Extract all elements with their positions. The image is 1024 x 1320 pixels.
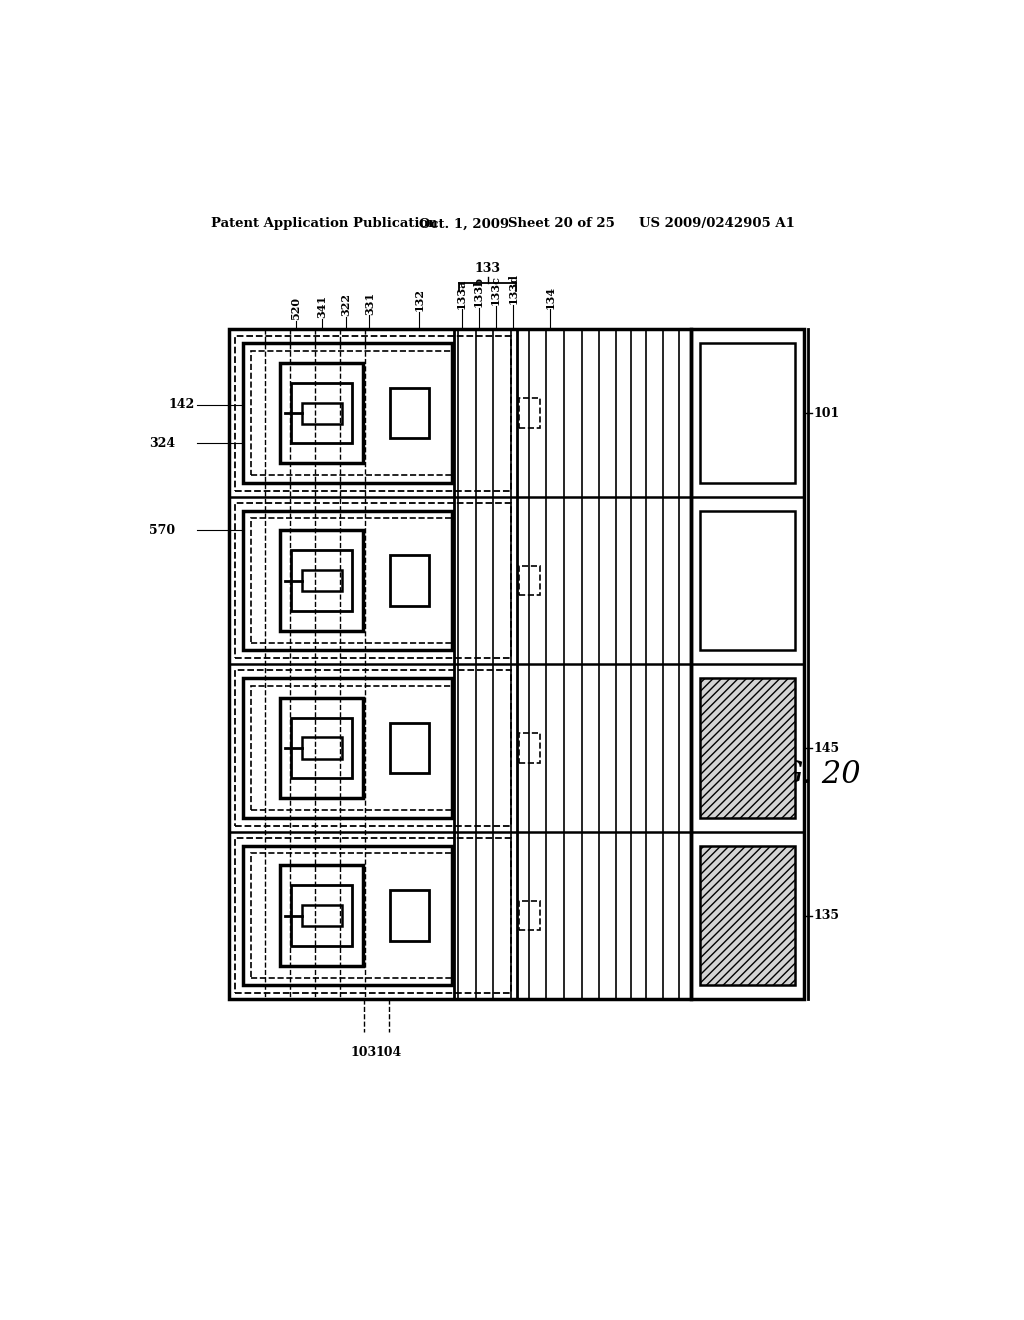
Bar [390,388,429,438]
Bar [390,723,429,774]
Text: 142: 142 [168,399,195,412]
Text: 133b: 133b [473,276,484,308]
Bar [243,343,453,483]
Text: 103: 103 [351,1047,377,1059]
Bar [390,556,429,606]
Text: US 2009/0242905 A1: US 2009/0242905 A1 [639,218,795,231]
Bar [280,531,364,631]
Bar [301,906,342,927]
Bar [251,686,453,810]
Text: 341: 341 [316,294,327,318]
Text: Oct. 1, 2009: Oct. 1, 2009 [419,218,509,231]
Text: 570: 570 [150,524,175,537]
Bar [700,846,795,985]
Bar [518,734,541,763]
Bar [280,866,364,966]
Bar [236,335,511,491]
Bar [243,678,453,818]
Text: 101: 101 [813,407,840,420]
Text: 133c: 133c [490,276,501,305]
Text: 520: 520 [291,297,302,321]
Text: 133a: 133a [456,279,467,309]
Bar [251,519,453,643]
Bar [518,900,541,931]
Bar [518,399,541,428]
Bar [236,838,511,993]
Bar [292,550,351,611]
Text: 145: 145 [813,742,840,755]
Bar [251,351,453,475]
Bar [301,738,342,759]
Text: 322: 322 [341,293,351,317]
Bar [229,330,691,999]
Text: 324: 324 [150,437,175,450]
Text: FIG. 20: FIG. 20 [746,759,861,789]
Text: 132: 132 [414,288,425,312]
Bar [700,343,795,483]
Bar [236,503,511,659]
Bar [518,566,541,595]
Text: 133: 133 [475,263,501,276]
Bar [251,853,453,978]
Bar [301,570,342,591]
Bar [280,363,364,463]
Bar [236,671,511,825]
Bar [292,718,351,779]
Text: 135: 135 [813,909,840,921]
Bar [700,678,795,818]
Bar [243,846,453,985]
Bar [292,886,351,945]
Bar [700,511,795,651]
Text: 134: 134 [545,285,556,309]
Bar [691,330,804,999]
Text: Patent Application Publication: Patent Application Publication [211,218,438,231]
Bar [280,698,364,799]
Text: 331: 331 [364,292,375,314]
Text: 104: 104 [376,1047,401,1059]
Text: Sheet 20 of 25: Sheet 20 of 25 [508,218,614,231]
Bar [301,403,342,424]
Bar [390,891,429,941]
Bar [243,511,453,651]
Text: 133d: 133d [508,273,519,304]
Bar [292,383,351,444]
